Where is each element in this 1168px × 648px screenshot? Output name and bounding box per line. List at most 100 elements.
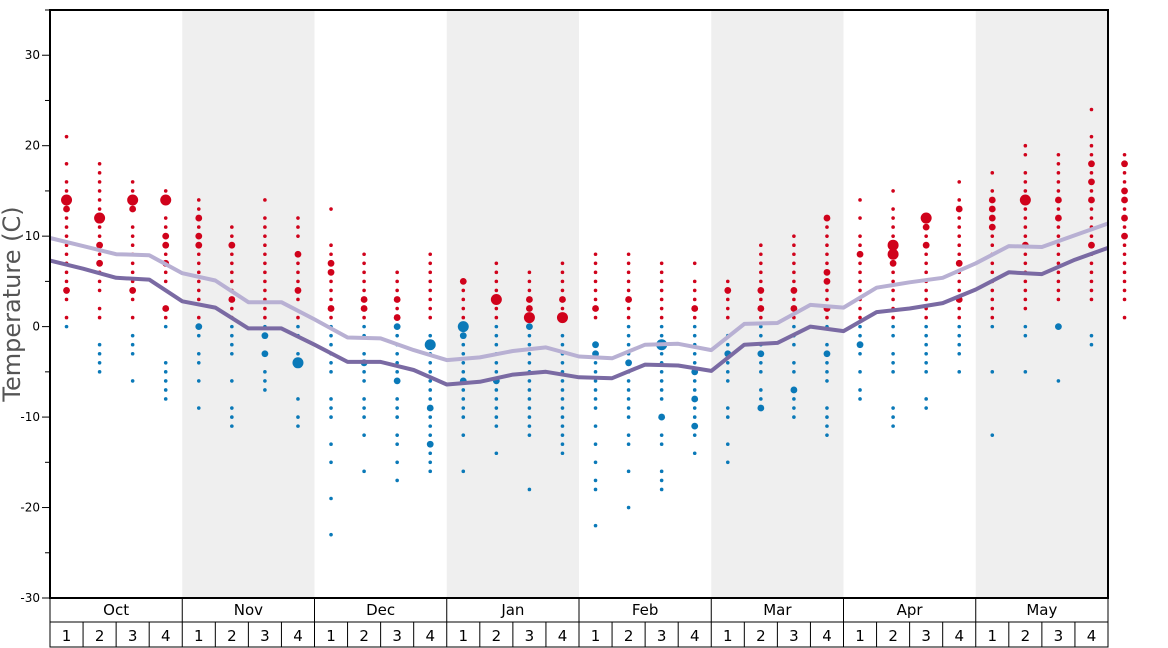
cold-point — [329, 406, 333, 410]
cold-point — [1023, 324, 1028, 329]
cold-point — [428, 388, 433, 392]
warm-point — [97, 198, 102, 202]
cold-point — [428, 469, 433, 474]
warm-point — [1089, 234, 1094, 238]
warm-point — [659, 288, 664, 293]
warm-point — [626, 288, 631, 293]
cold-point — [527, 361, 532, 365]
warm-point — [725, 306, 730, 311]
warm-point — [294, 287, 302, 294]
warm-point — [891, 216, 895, 220]
warm-point — [329, 243, 333, 247]
warm-point — [1023, 143, 1028, 148]
warm-point — [1089, 107, 1094, 112]
cold-point — [494, 406, 499, 410]
warm-point — [494, 261, 499, 266]
shaded-band — [446, 10, 579, 598]
cold-point — [362, 415, 366, 419]
cold-point — [560, 415, 565, 419]
cold-point — [759, 333, 763, 338]
high-temperature-line — [49, 221, 1109, 363]
cold-point — [527, 487, 532, 492]
cold-point — [263, 370, 267, 374]
cold-point — [395, 478, 399, 483]
cold-point — [130, 342, 135, 347]
warm-point — [790, 287, 798, 294]
warm-point — [1122, 171, 1127, 175]
cold-point — [263, 379, 267, 383]
cold-point — [691, 422, 699, 430]
cold-point — [395, 442, 399, 447]
cold-point — [494, 342, 499, 347]
cold-point — [329, 442, 333, 447]
warm-point — [296, 225, 300, 229]
warm-point — [957, 279, 962, 284]
warm-point — [988, 214, 996, 222]
cold-point — [891, 424, 895, 428]
warm-point — [64, 270, 69, 275]
warm-point — [163, 279, 168, 284]
cold-point — [296, 415, 300, 419]
warm-point — [490, 293, 502, 305]
warm-point — [263, 270, 267, 275]
warm-point — [395, 288, 399, 293]
warm-point — [1023, 288, 1028, 293]
cold-point — [426, 404, 434, 412]
warm-point — [1089, 216, 1094, 220]
warm-point — [757, 305, 765, 312]
cold-point — [924, 406, 928, 410]
warm-point — [990, 261, 995, 266]
warm-point — [887, 248, 899, 260]
warm-point — [296, 315, 300, 320]
warm-point — [559, 296, 566, 303]
cold-point — [626, 397, 631, 401]
cold-point — [759, 388, 763, 392]
warm-point — [97, 252, 102, 257]
cold-point — [461, 397, 466, 401]
warm-point — [957, 180, 962, 184]
week-label: 4 — [558, 627, 568, 645]
warm-point — [64, 161, 69, 166]
warm-point — [1121, 214, 1128, 222]
cold-point — [163, 388, 168, 392]
week-label: 2 — [492, 627, 502, 645]
warm-point — [195, 232, 203, 240]
cold-point — [891, 324, 895, 329]
cold-point — [825, 433, 829, 437]
month-label: Feb — [632, 601, 659, 619]
cold-point — [163, 370, 168, 374]
cold-point — [163, 361, 168, 365]
cold-point — [891, 415, 895, 419]
cold-point — [592, 341, 599, 349]
cold-point — [560, 424, 565, 428]
cold-point — [362, 433, 366, 437]
warm-point — [1023, 297, 1028, 302]
cold-point — [329, 397, 333, 401]
warm-point — [825, 234, 829, 238]
warm-point — [626, 315, 631, 320]
cold-point — [494, 324, 499, 329]
warm-point — [626, 261, 631, 266]
cold-point — [957, 324, 962, 329]
warm-point — [163, 270, 168, 275]
warm-point — [1056, 252, 1061, 257]
warm-point — [759, 279, 763, 284]
warm-point — [891, 288, 895, 293]
cold-point — [858, 324, 862, 329]
warm-point — [887, 239, 899, 251]
warm-point — [1023, 261, 1028, 266]
cold-point — [725, 442, 730, 447]
warm-point — [296, 279, 300, 284]
warm-point — [889, 259, 897, 267]
warm-point — [64, 252, 69, 257]
cold-point — [461, 370, 466, 374]
cold-point — [428, 460, 433, 465]
week-label: 2 — [888, 627, 898, 645]
warm-point — [263, 198, 267, 202]
cold-point — [230, 415, 234, 419]
warm-point — [1122, 243, 1127, 247]
cold-point — [692, 351, 697, 356]
warm-point — [823, 268, 831, 276]
warm-point — [329, 315, 333, 320]
warm-point — [97, 180, 102, 184]
